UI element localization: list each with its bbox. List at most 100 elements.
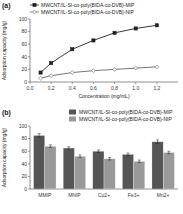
- series-line: [41, 67, 157, 78]
- x-tick-label: Fe3+: [128, 192, 140, 198]
- series-line: [41, 25, 157, 72]
- legend-label: MWCNT/IL-SI-co-poly(BIDA-co-DVB)-NIP: [41, 9, 134, 15]
- error-bar: [97, 150, 100, 153]
- error-bar: [79, 155, 82, 158]
- bar: [163, 152, 174, 189]
- x-axis-label: Concentration (mg/mL): [78, 93, 129, 99]
- error-bar: [126, 153, 129, 156]
- error-bar: [108, 158, 111, 161]
- bar: [104, 159, 115, 189]
- y-tick-label: 100: [19, 123, 28, 129]
- y-tick: [28, 56, 30, 57]
- figure: (a)MWCNT/IL-SI-co-poly(BIDA-co-DVB)-MIPM…: [0, 0, 183, 214]
- error-bar: [49, 145, 52, 148]
- bar: [74, 156, 85, 189]
- data-point: [92, 39, 95, 42]
- legend-marker: [33, 10, 37, 14]
- y-tick: [28, 163, 30, 164]
- y-tick-label: 0: [24, 79, 27, 85]
- y-tick-label: 60: [21, 148, 27, 154]
- y-tick: [28, 31, 30, 32]
- y-tick-label: 20: [21, 173, 27, 179]
- x-tick-label: Cu2+: [98, 192, 110, 198]
- x-tick: [30, 82, 31, 84]
- chart-line: (a) MWCNT/IL-SI-co-poly(BIDA-co-DVB)-MIPM…: [1, 2, 178, 99]
- x-axis: [30, 82, 178, 83]
- y-tick: [28, 138, 30, 139]
- y-axis: [30, 19, 31, 82]
- legend-label: MWCNT/IL-SI-co-poly(BIDA-co-DVB)-NIP: [79, 116, 172, 122]
- y-axis: [30, 126, 31, 189]
- bar: [34, 135, 45, 189]
- error-bar: [156, 140, 159, 144]
- x-tick: [51, 82, 52, 84]
- x-tick-label: MMIP: [38, 192, 52, 198]
- data-point: [134, 27, 137, 30]
- y-tick-label: 80: [21, 28, 27, 34]
- y-tick: [28, 82, 30, 83]
- x-tick-label: 1.0: [132, 85, 139, 91]
- x-tick-label: 0.0: [27, 85, 34, 91]
- error-bar: [38, 134, 41, 138]
- x-tick-label: 0.6: [90, 85, 97, 91]
- y-tick-label: 80: [21, 135, 27, 141]
- y-tick-label: 40: [21, 54, 27, 60]
- data-point: [155, 24, 158, 27]
- y-tick: [28, 151, 30, 152]
- x-tick-label: 0.4: [69, 85, 76, 91]
- error-bar: [167, 151, 170, 154]
- legend-swatch: [69, 117, 76, 122]
- y-tick: [28, 19, 30, 20]
- title: (a): [2, 2, 11, 10]
- data-point: [71, 48, 74, 51]
- legend-item: MWCNT/IL-SI-co-poly(BIDA-co-DVB)-MIP: [30, 2, 135, 8]
- y-tick-label: 60: [21, 41, 27, 47]
- legend-item: MWCNT/IL-SI-co-poly(BIDA-co-DVB)-NIP: [30, 9, 134, 15]
- data-point: [92, 69, 96, 73]
- legend-item: MWCNT/IL-SI-co-poly(BIDA-co-DVB)-NIP: [69, 116, 172, 122]
- title: (b): [2, 109, 11, 117]
- y-tick-label: 40: [21, 161, 27, 167]
- y-tick: [28, 126, 30, 127]
- bar: [134, 161, 145, 189]
- y-tick: [28, 44, 30, 45]
- x-tick: [93, 82, 94, 84]
- x-tick: [156, 82, 157, 84]
- bar: [122, 154, 133, 189]
- x-tick-label: 1.2: [153, 85, 160, 91]
- chart-bar: (b)MWCNT/IL-SI-co-poly(BIDA-co-DVB)-MIPM…: [1, 109, 178, 198]
- x-tick-label: 0.2: [48, 85, 55, 91]
- legend-marker: [33, 3, 36, 6]
- plot-area: [39, 24, 159, 80]
- y-tick: [28, 176, 30, 177]
- x-tick-label: 0.8: [111, 85, 118, 91]
- error-bar: [138, 160, 141, 163]
- data-point: [113, 67, 117, 71]
- y-tick-label: 20: [21, 66, 27, 72]
- x-tick: [72, 82, 73, 84]
- data-point: [134, 66, 138, 70]
- y-tick: [28, 189, 30, 190]
- data-point: [49, 74, 53, 78]
- plot-area: [34, 134, 175, 189]
- x-tick: [135, 82, 136, 84]
- y-axis-label: Adsorption capacity (mg/g): [1, 127, 7, 187]
- bar: [93, 151, 104, 189]
- legend-item: MWCNT/IL-SI-co-poly(BIDA-co-DVB)-MIP: [69, 109, 173, 115]
- x-tick: [114, 82, 115, 84]
- data-point: [113, 31, 116, 34]
- data-point: [70, 71, 74, 75]
- data-point: [50, 62, 53, 65]
- y-tick-label: 100: [19, 16, 28, 22]
- bar: [152, 142, 163, 189]
- x-tick-label: Mn2+: [157, 192, 170, 198]
- data-point: [39, 76, 43, 80]
- legend-label: MWCNT/IL-SI-co-poly(BIDA-co-DVB)-MIP: [79, 109, 173, 115]
- data-point: [155, 65, 159, 69]
- bar: [45, 146, 56, 189]
- y-axis-label: Adsorption capacity (mg/g): [1, 20, 7, 80]
- data-point: [39, 71, 42, 74]
- y-tick: [28, 69, 30, 70]
- legend-swatch: [69, 110, 76, 115]
- error-bar: [67, 147, 70, 150]
